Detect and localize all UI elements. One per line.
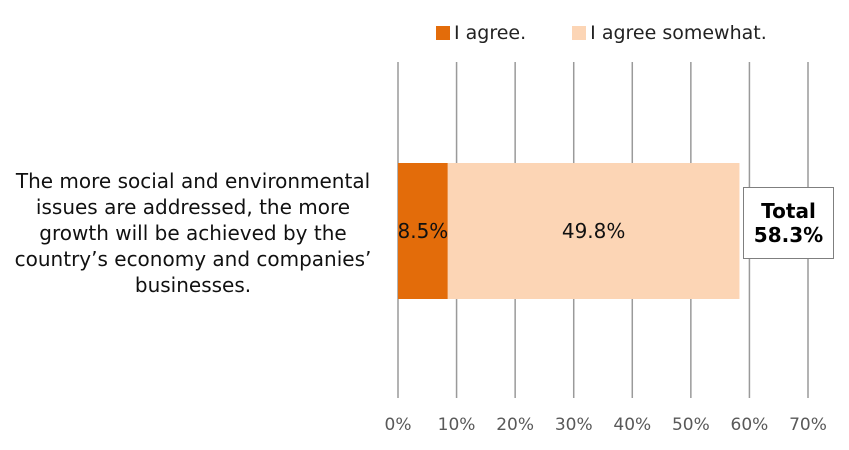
x-tick-label: 50% — [672, 415, 710, 435]
legend: I agree. I agree somewhat. — [436, 22, 813, 44]
x-tick-label: 40% — [613, 415, 651, 435]
legend-swatch-agree — [436, 26, 450, 40]
x-tick-label: 70% — [789, 415, 827, 435]
legend-label-agree-somewhat: I agree somewhat. — [590, 22, 767, 44]
x-tick-label: 30% — [555, 415, 593, 435]
data-label: 49.8% — [562, 219, 626, 243]
legend-item-agree-somewhat: I agree somewhat. — [572, 22, 767, 44]
total-callout: Total 58.3% — [743, 187, 834, 259]
legend-label-agree: I agree. — [454, 22, 527, 44]
category-label: The more social and environmental issues… — [14, 169, 372, 297]
bar-segment — [398, 163, 448, 299]
x-tick-label: 20% — [496, 415, 534, 435]
x-tick-label: 10% — [438, 415, 476, 435]
legend-item-agree: I agree. — [436, 22, 526, 44]
legend-swatch-agree-somewhat — [572, 26, 587, 40]
data-label: 8.5% — [397, 219, 448, 243]
x-tick-label: 0% — [385, 415, 412, 435]
x-tick-label: 60% — [731, 415, 769, 435]
bar-segment — [447, 163, 740, 299]
total-value: 58.3% — [753, 223, 824, 247]
total-label: Total — [761, 199, 816, 223]
